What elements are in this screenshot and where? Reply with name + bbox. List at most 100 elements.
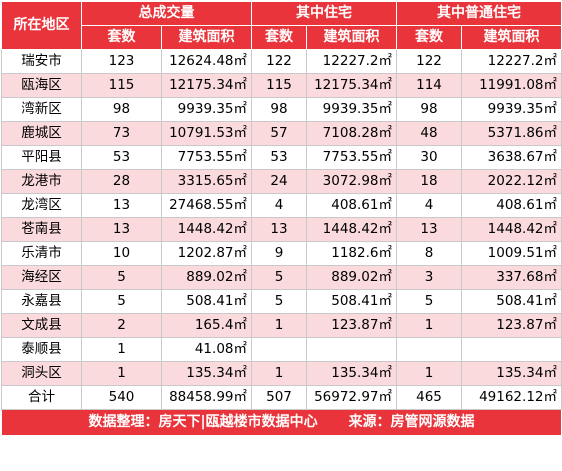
header-area: 建筑面积 — [161, 25, 252, 50]
total-count: 123 — [81, 49, 162, 74]
district-name: 瓯海区 — [1, 73, 82, 98]
total-count: 13 — [81, 193, 162, 218]
ordinary-count: 30 — [396, 145, 462, 170]
ordinary-area: 135.34㎡ — [461, 361, 562, 386]
residential-count: 9 — [251, 241, 307, 266]
header-group-residential: 其中住宅 — [251, 1, 397, 26]
table-row: 乐清市 10 1202.87㎡ 9 1182.6㎡ 8 1009.51㎡ — [1, 241, 562, 266]
residential-area: 889.02㎡ — [306, 265, 397, 290]
table-row: 平阳县 53 7753.55㎡ 53 7753.55㎡ 30 3638.67㎡ — [1, 145, 562, 170]
ordinary-area: 508.41㎡ — [461, 289, 562, 314]
total-count: 5 — [81, 289, 162, 314]
residential-area: 408.61㎡ — [306, 193, 397, 218]
district-name: 湾新区 — [1, 97, 82, 122]
total-area: 508.41㎡ — [161, 289, 252, 314]
ordinary-count: 5 — [396, 289, 462, 314]
total-count: 2 — [81, 313, 162, 338]
table-row: 永嘉县 5 508.41㎡ 5 508.41㎡ 5 508.41㎡ — [1, 289, 562, 314]
district-name: 鹿城区 — [1, 121, 82, 146]
ordinary-area: 123.87㎡ — [461, 313, 562, 338]
table-row: 苍南县 13 1448.42㎡ 13 1448.42㎡ 13 1448.42㎡ — [1, 217, 562, 242]
ordinary-count: 8 — [396, 241, 462, 266]
residential-count: 13 — [251, 217, 307, 242]
residential-area: 56972.97㎡ — [306, 385, 397, 410]
ordinary-area: 9939.35㎡ — [461, 97, 562, 122]
ordinary-area: 49162.12㎡ — [461, 385, 562, 410]
ordinary-count: 114 — [396, 73, 462, 98]
source-footer: 数据整理：房天下|瓯越楼市数据中心 来源：房管网源数据 — [1, 409, 562, 436]
ordinary-area: 1009.51㎡ — [461, 241, 562, 266]
ordinary-area: 337.68㎡ — [461, 265, 562, 290]
table-row: 文成县 2 165.4㎡ 1 123.87㎡ 1 123.87㎡ — [1, 313, 562, 338]
residential-area: 3072.98㎡ — [306, 169, 397, 194]
total-area: 12624.48㎡ — [161, 49, 252, 74]
header-count: 套数 — [396, 25, 462, 50]
total-area: 27468.55㎡ — [161, 193, 252, 218]
ordinary-count: 18 — [396, 169, 462, 194]
total-area: 7753.55㎡ — [161, 145, 252, 170]
total-count: 1 — [81, 337, 162, 362]
residential-area: 12227.2㎡ — [306, 49, 397, 74]
residential-count — [251, 337, 307, 362]
total-area: 3315.65㎡ — [161, 169, 252, 194]
ordinary-area: 11991.08㎡ — [461, 73, 562, 98]
residential-count: 122 — [251, 49, 307, 74]
total-area: 165.4㎡ — [161, 313, 252, 338]
district-name: 泰顺县 — [1, 337, 82, 362]
ordinary-area: 12227.2㎡ — [461, 49, 562, 74]
total-area: 135.34㎡ — [161, 361, 252, 386]
ordinary-area: 408.61㎡ — [461, 193, 562, 218]
ordinary-count — [396, 337, 462, 362]
ordinary-count: 48 — [396, 121, 462, 146]
total-row: 合计 540 88458.99㎡ 507 56972.97㎡ 465 49162… — [1, 385, 562, 410]
total-area: 9939.35㎡ — [161, 97, 252, 122]
total-count: 540 — [81, 385, 162, 410]
total-count: 28 — [81, 169, 162, 194]
total-label: 合计 — [1, 385, 82, 410]
residential-area: 7108.28㎡ — [306, 121, 397, 146]
residential-count: 53 — [251, 145, 307, 170]
ordinary-count: 13 — [396, 217, 462, 242]
ordinary-count: 98 — [396, 97, 462, 122]
district-name: 龙湾区 — [1, 193, 82, 218]
residential-area: 12175.34㎡ — [306, 73, 397, 98]
total-count: 98 — [81, 97, 162, 122]
ordinary-area: 2022.12㎡ — [461, 169, 562, 194]
total-count: 73 — [81, 121, 162, 146]
total-count: 115 — [81, 73, 162, 98]
ordinary-area: 3638.67㎡ — [461, 145, 562, 170]
transaction-table: 所在地区 总成交量 其中住宅 其中普通住宅 套数 建筑面积 套数 建筑面积 套数… — [1, 1, 562, 436]
residential-count: 1 — [251, 313, 307, 338]
header-group-total: 总成交量 — [81, 1, 252, 26]
residential-count: 1 — [251, 361, 307, 386]
ordinary-count: 1 — [396, 361, 462, 386]
footer-source: 来源：房管网源数据 — [348, 414, 475, 430]
residential-count: 507 — [251, 385, 307, 410]
ordinary-count: 122 — [396, 49, 462, 74]
district-name: 文成县 — [1, 313, 82, 338]
residential-area — [306, 337, 397, 362]
residential-area: 7753.55㎡ — [306, 145, 397, 170]
ordinary-count: 465 — [396, 385, 462, 410]
residential-area: 1448.42㎡ — [306, 217, 397, 242]
residential-count: 115 — [251, 73, 307, 98]
total-count: 10 — [81, 241, 162, 266]
residential-area: 508.41㎡ — [306, 289, 397, 314]
total-count: 53 — [81, 145, 162, 170]
residential-area: 9939.35㎡ — [306, 97, 397, 122]
total-area: 10791.53㎡ — [161, 121, 252, 146]
ordinary-area: 1448.42㎡ — [461, 217, 562, 242]
table-row: 龙湾区 13 27468.55㎡ 4 408.61㎡ 4 408.61㎡ — [1, 193, 562, 218]
residential-area: 135.34㎡ — [306, 361, 397, 386]
table-row: 鹿城区 73 10791.53㎡ 57 7108.28㎡ 48 5371.86㎡ — [1, 121, 562, 146]
total-area: 88458.99㎡ — [161, 385, 252, 410]
total-area: 12175.34㎡ — [161, 73, 252, 98]
table-row: 洞头区 1 135.34㎡ 1 135.34㎡ 1 135.34㎡ — [1, 361, 562, 386]
residential-count: 4 — [251, 193, 307, 218]
residential-count: 57 — [251, 121, 307, 146]
ordinary-area — [461, 337, 562, 362]
district-name: 海经区 — [1, 265, 82, 290]
district-name: 乐清市 — [1, 241, 82, 266]
total-count: 13 — [81, 217, 162, 242]
table-row: 海经区 5 889.02㎡ 5 889.02㎡ 3 337.68㎡ — [1, 265, 562, 290]
